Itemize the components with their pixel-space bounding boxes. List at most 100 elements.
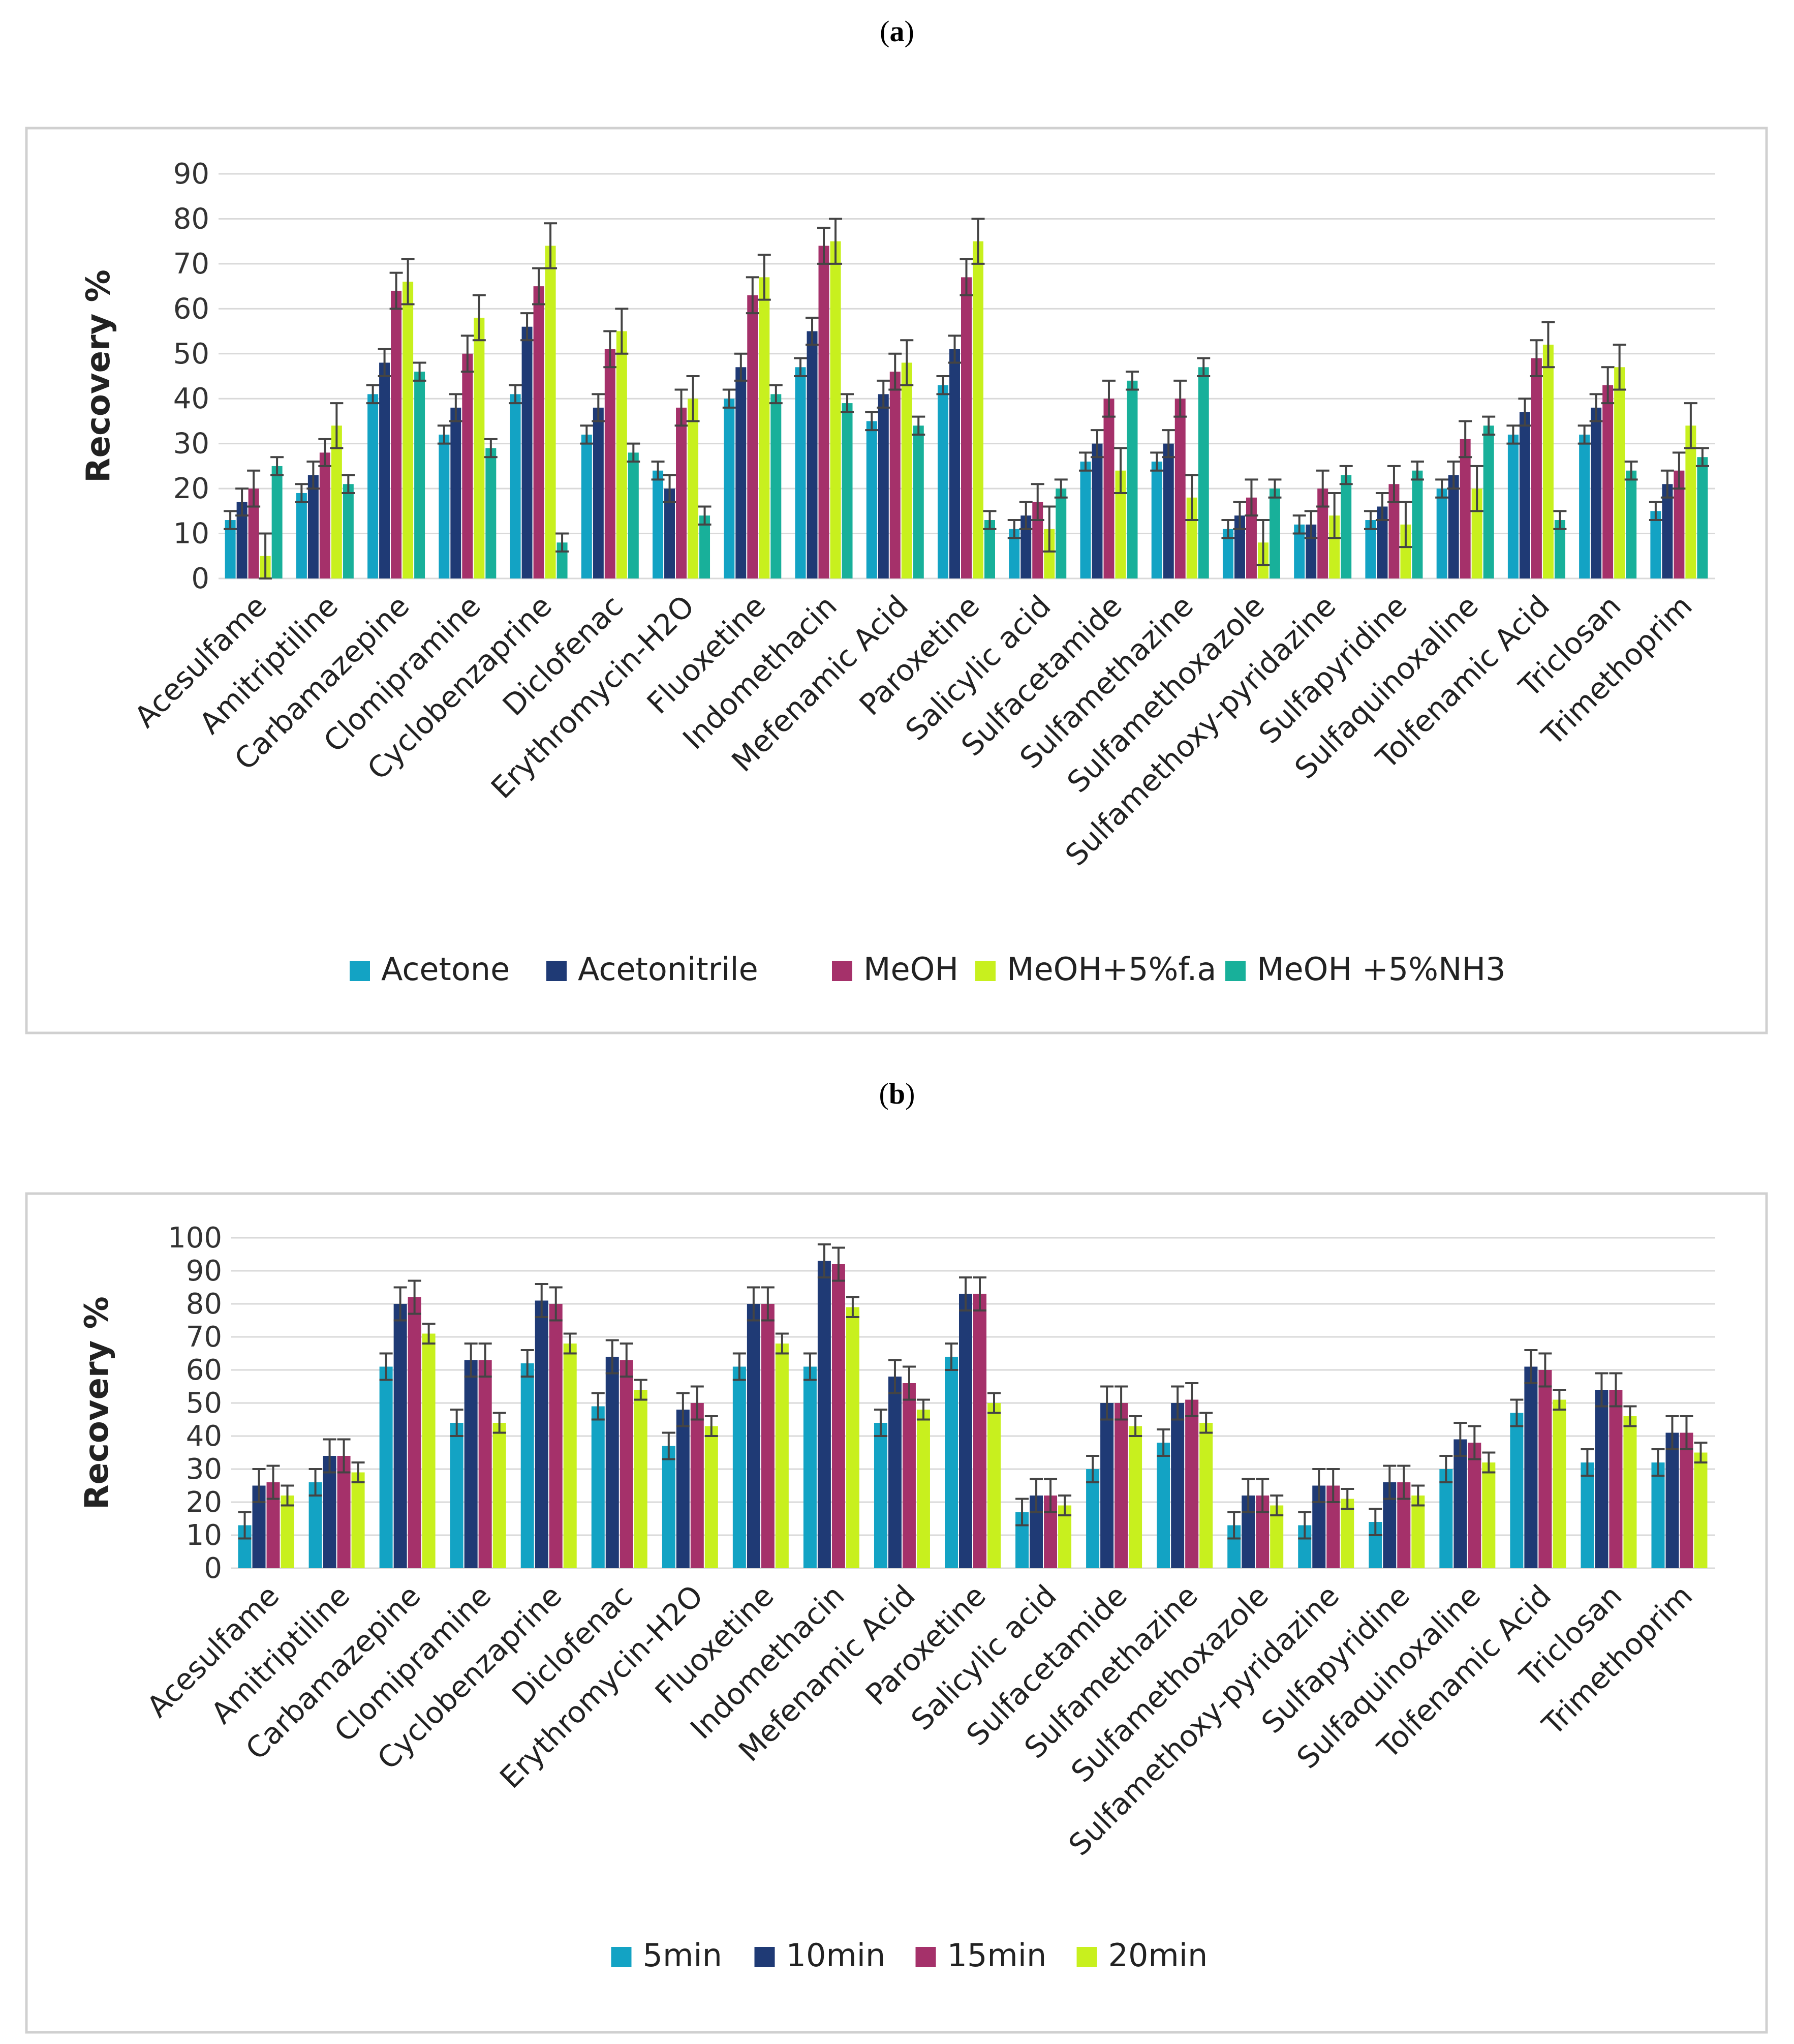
bar: [521, 326, 533, 578]
panel-b-label: (b): [879, 1077, 915, 1110]
bar: [1222, 529, 1233, 578]
bar: [331, 425, 342, 578]
bar: [1329, 515, 1340, 578]
bar: [1020, 515, 1032, 578]
bar: [1448, 475, 1459, 578]
bar: [1103, 399, 1115, 578]
bar: [1697, 457, 1708, 578]
bar: [1234, 515, 1245, 578]
bar: [878, 394, 889, 578]
bar: [973, 241, 983, 579]
y-tick-label: 20: [173, 472, 209, 505]
bar: [319, 452, 330, 578]
legend-swatch: [611, 1947, 632, 1967]
bar: [1115, 1403, 1128, 1568]
legend-swatch: [1076, 1947, 1097, 1967]
bar: [874, 1423, 887, 1568]
legend-label: MeOH +5%NH3: [1257, 951, 1506, 988]
bar: [281, 1496, 294, 1568]
chart-b-frame: [25, 1192, 1768, 2034]
bar: [817, 1261, 831, 1568]
bar: [770, 394, 782, 578]
bar: [1377, 506, 1388, 578]
legend-swatch: [832, 961, 852, 981]
bar: [535, 1300, 548, 1568]
bar: [1510, 1413, 1524, 1568]
bar: [699, 515, 710, 578]
bar: [913, 425, 924, 578]
y-tick-label: 40: [186, 1420, 222, 1453]
y-tick-label: 0: [191, 562, 209, 595]
bar: [1439, 1469, 1453, 1568]
bar: [664, 489, 675, 578]
bar: [337, 1456, 351, 1568]
bar: [1163, 443, 1174, 578]
bar: [628, 452, 639, 578]
legend-label: 15min: [947, 1937, 1047, 1974]
bar: [775, 1344, 789, 1568]
bar: [1341, 1499, 1354, 1568]
bar: [1579, 434, 1590, 578]
bar: [1694, 1452, 1708, 1568]
bar: [533, 286, 544, 578]
bar: [1129, 1426, 1142, 1568]
bar: [604, 349, 615, 578]
bar: [323, 1456, 336, 1568]
bar: [296, 493, 307, 578]
bar: [1388, 484, 1400, 578]
bar: [485, 448, 497, 578]
bar: [1411, 1496, 1425, 1568]
bar: [1246, 497, 1257, 578]
bar: [510, 394, 521, 578]
legend-label: Acetone: [381, 951, 510, 988]
bar: [1614, 367, 1625, 578]
bar: [1294, 524, 1305, 578]
legend-label: 10min: [786, 1937, 886, 1974]
y-tick-label: 50: [186, 1387, 222, 1420]
bar: [653, 470, 664, 578]
bar: [984, 520, 995, 578]
y-tick-label: 80: [173, 202, 209, 235]
legend-swatch: [754, 1947, 775, 1967]
bar: [747, 1304, 760, 1568]
bar: [987, 1403, 1001, 1568]
bar: [422, 1333, 436, 1568]
bar: [351, 1472, 365, 1568]
bar: [1269, 489, 1280, 578]
bar: [676, 1410, 690, 1568]
bar: [866, 421, 877, 578]
bar: [1507, 434, 1519, 578]
y-tick-label: 100: [168, 1222, 222, 1255]
bar: [1009, 529, 1020, 578]
bar: [735, 367, 747, 578]
bar: [1538, 1370, 1552, 1568]
legend-label: 20min: [1108, 1937, 1208, 1974]
bar: [462, 353, 473, 578]
bar: [1591, 407, 1602, 578]
bar: [616, 331, 627, 578]
bar: [1609, 1390, 1623, 1568]
bar: [1100, 1403, 1114, 1568]
bar: [1581, 1462, 1594, 1568]
bar: [690, 1403, 704, 1568]
y-tick-label: 80: [186, 1288, 222, 1321]
bar: [889, 372, 901, 578]
bar: [1460, 439, 1471, 578]
bar: [795, 367, 806, 578]
bar: [1554, 520, 1565, 578]
y-tick-label: 50: [173, 338, 209, 371]
bar: [379, 1366, 393, 1568]
bar: [271, 466, 283, 578]
bar: [408, 1297, 421, 1568]
bar: [492, 1423, 506, 1568]
legend-label: 5min: [643, 1937, 722, 1974]
bar: [761, 1304, 775, 1568]
bar: [1542, 345, 1554, 578]
chart-a-frame: [25, 127, 1768, 1034]
bar: [1436, 489, 1447, 578]
bar: [818, 246, 829, 578]
bar: [1032, 502, 1043, 578]
bar: [1595, 1390, 1609, 1568]
bar: [1685, 425, 1696, 578]
